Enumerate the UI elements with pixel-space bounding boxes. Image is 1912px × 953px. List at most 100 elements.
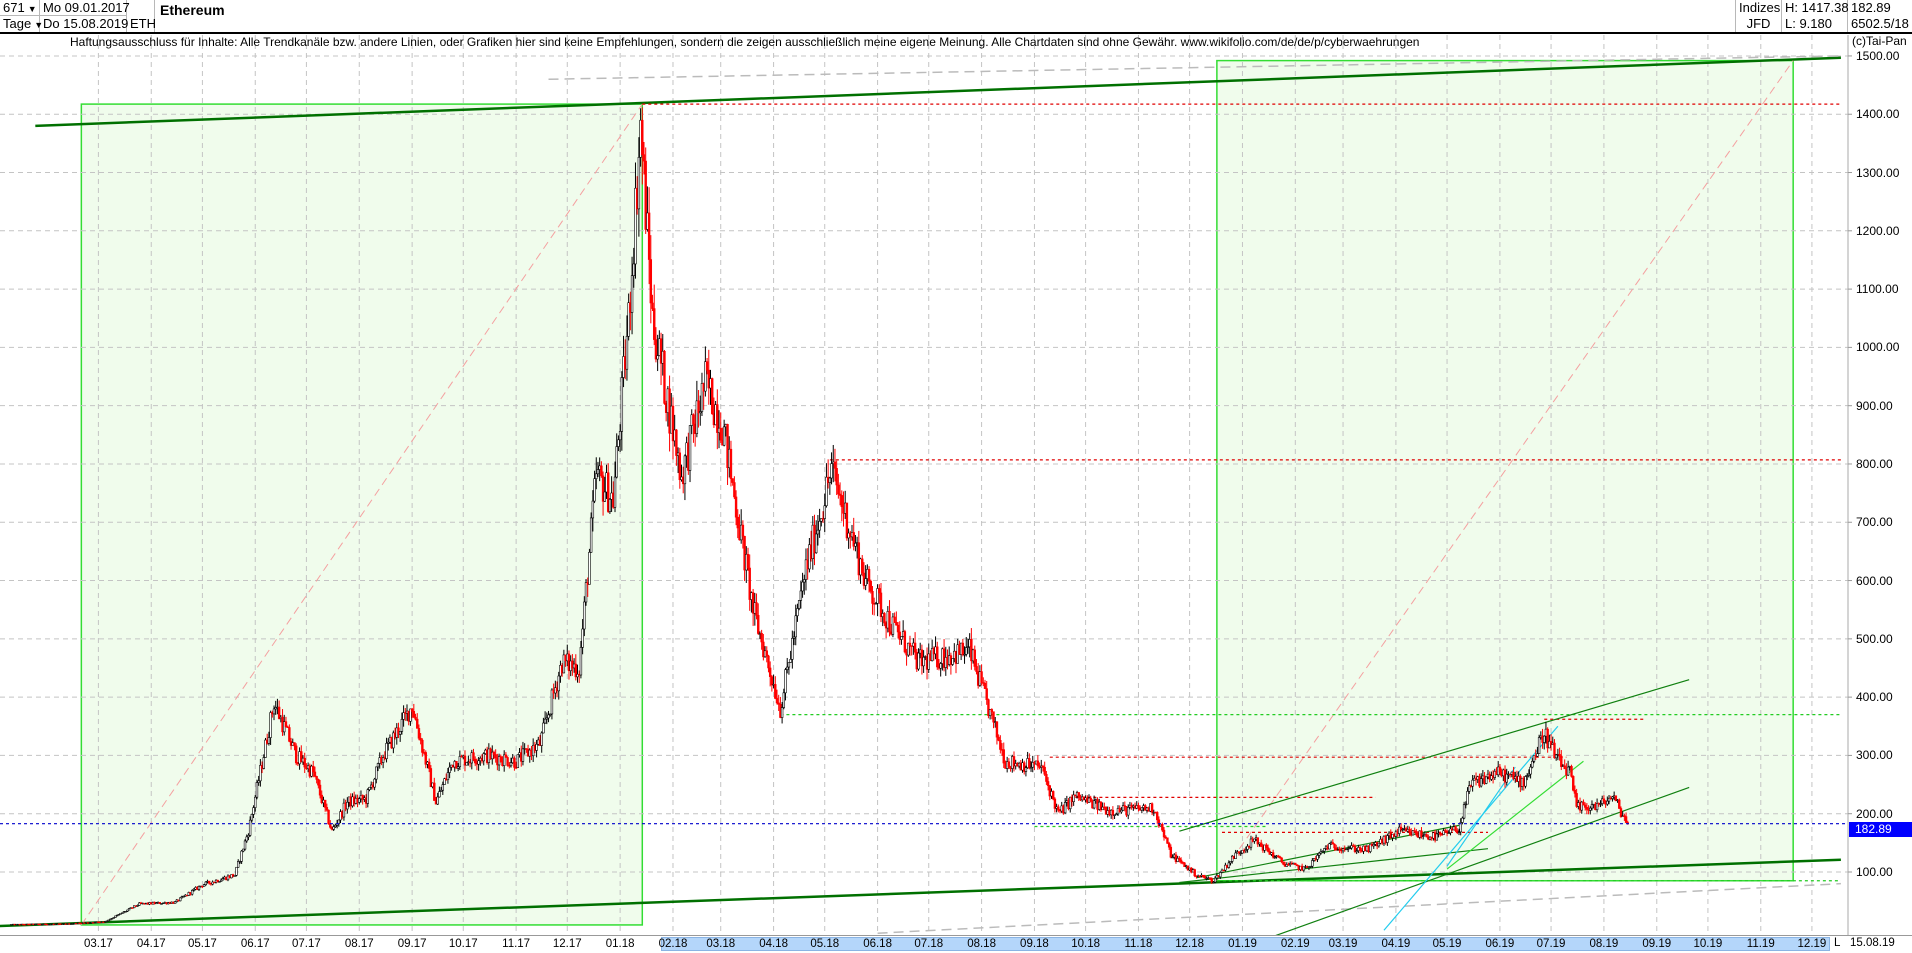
candle bbox=[277, 706, 281, 719]
candle bbox=[429, 768, 433, 788]
y-tick-label: 900.00 bbox=[1856, 398, 1893, 413]
candle bbox=[1585, 807, 1589, 810]
candle bbox=[1045, 773, 1048, 782]
candle bbox=[649, 259, 653, 304]
candle bbox=[1333, 843, 1336, 849]
candle bbox=[593, 478, 596, 502]
candle bbox=[1529, 766, 1532, 775]
candle bbox=[346, 801, 349, 810]
candle bbox=[883, 613, 886, 624]
candle bbox=[584, 582, 588, 603]
candle bbox=[608, 499, 612, 512]
candle bbox=[647, 212, 651, 260]
candle bbox=[1323, 848, 1326, 852]
candle bbox=[757, 614, 760, 634]
candle bbox=[1439, 833, 1442, 835]
candle bbox=[506, 757, 509, 766]
candle bbox=[895, 622, 898, 626]
candle bbox=[1442, 830, 1445, 835]
candle bbox=[787, 662, 791, 668]
candle bbox=[1317, 852, 1321, 856]
candle bbox=[1575, 793, 1578, 807]
candle bbox=[243, 840, 247, 850]
candle bbox=[618, 431, 622, 441]
candle bbox=[477, 760, 480, 765]
candle bbox=[815, 533, 818, 554]
candle bbox=[780, 707, 784, 718]
candle bbox=[595, 473, 598, 479]
candle bbox=[1193, 869, 1196, 877]
candle bbox=[1537, 737, 1541, 755]
candle bbox=[1156, 812, 1159, 821]
candle bbox=[482, 753, 485, 762]
trend-line bbox=[1216, 60, 1794, 882]
candle bbox=[284, 721, 288, 728]
candle bbox=[786, 666, 789, 670]
x-axis[interactable]: 03.17 04.17 05.17 06.17 07.17 08.17 09.17 10.17… bbox=[0, 935, 1912, 953]
candle bbox=[1572, 776, 1575, 791]
candle bbox=[1260, 842, 1263, 847]
candle bbox=[375, 766, 378, 780]
candle bbox=[746, 553, 750, 569]
x-tick-label: 10.18 bbox=[1071, 938, 1100, 950]
candle bbox=[760, 633, 763, 643]
candle bbox=[704, 361, 707, 392]
x-tick-label: 06.19 bbox=[1485, 938, 1515, 950]
candle bbox=[637, 156, 641, 210]
candle bbox=[272, 708, 276, 715]
candle bbox=[1471, 779, 1474, 787]
end-date[interactable]: Do 15.08.2019 bbox=[40, 16, 128, 32]
l-button[interactable]: L bbox=[1834, 937, 1841, 949]
x-axis-highlight bbox=[660, 937, 1830, 951]
candle bbox=[1394, 831, 1398, 837]
chevron-down-icon: ▼ bbox=[34, 20, 44, 30]
candle bbox=[1583, 804, 1587, 808]
candle bbox=[300, 751, 303, 763]
candle bbox=[734, 496, 738, 518]
candle bbox=[820, 518, 823, 522]
bar-count-select[interactable]: 671 ▼ bbox=[0, 0, 40, 16]
x-tick-label: 12.18 bbox=[1175, 938, 1204, 950]
candle bbox=[218, 881, 221, 883]
candle bbox=[874, 603, 878, 605]
candle bbox=[833, 461, 837, 469]
candle bbox=[1229, 861, 1232, 864]
candle bbox=[1623, 815, 1626, 817]
candle bbox=[318, 784, 322, 796]
candle bbox=[1227, 862, 1231, 868]
candle bbox=[838, 493, 842, 496]
candle bbox=[373, 778, 376, 788]
candle bbox=[247, 835, 250, 838]
candle bbox=[1454, 826, 1457, 832]
candle bbox=[1319, 851, 1323, 854]
candle bbox=[1573, 789, 1577, 794]
candle bbox=[438, 791, 441, 798]
candle bbox=[387, 741, 390, 744]
candle bbox=[1115, 813, 1118, 816]
candle bbox=[424, 752, 427, 765]
candle bbox=[105, 920, 109, 923]
start-date[interactable]: Mo 09.01.2017 bbox=[40, 0, 130, 16]
candle bbox=[601, 475, 605, 502]
candle bbox=[1203, 876, 1207, 879]
candle bbox=[913, 642, 917, 653]
candle bbox=[127, 908, 131, 911]
candle bbox=[1459, 822, 1462, 833]
period-select[interactable]: Tage ▼ bbox=[0, 16, 44, 32]
candle bbox=[1425, 834, 1428, 838]
candle bbox=[840, 495, 843, 507]
candle bbox=[312, 765, 315, 773]
candle bbox=[630, 275, 634, 313]
candle bbox=[1241, 850, 1244, 854]
candle bbox=[1466, 791, 1469, 805]
x-tick-label: 10.17 bbox=[448, 938, 478, 950]
candle bbox=[494, 754, 497, 759]
symbol: ETH bbox=[127, 16, 156, 32]
y-tick-label: 400.00 bbox=[1856, 690, 1893, 705]
bar-count: 671 bbox=[3, 0, 25, 15]
candle bbox=[1527, 773, 1531, 776]
candle bbox=[509, 762, 513, 767]
candle bbox=[835, 468, 838, 486]
candle bbox=[131, 907, 134, 909]
